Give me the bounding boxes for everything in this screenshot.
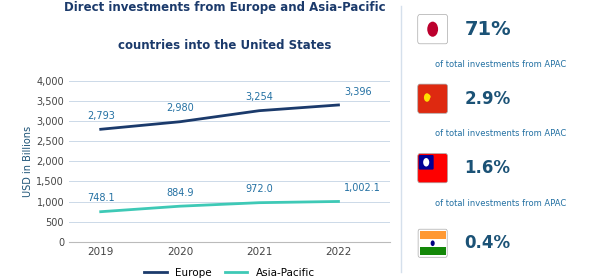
FancyBboxPatch shape xyxy=(418,153,448,183)
FancyBboxPatch shape xyxy=(418,84,448,113)
Circle shape xyxy=(427,95,430,98)
Text: of total investments from APAC: of total investments from APAC xyxy=(435,60,566,69)
Text: Direct investments from Europe and Asia-Pacific: Direct investments from Europe and Asia-… xyxy=(64,1,386,14)
Y-axis label: USD in Billions: USD in Billions xyxy=(23,126,34,197)
Bar xyxy=(420,239,446,247)
Text: 2.9%: 2.9% xyxy=(464,90,511,108)
Text: of total investments from APAC: of total investments from APAC xyxy=(435,129,566,138)
Text: countries into the United States: countries into the United States xyxy=(118,39,332,52)
Text: 0.4%: 0.4% xyxy=(464,234,511,252)
Circle shape xyxy=(427,22,438,37)
Text: 3,396: 3,396 xyxy=(344,87,371,97)
Text: 972.0: 972.0 xyxy=(245,184,273,194)
Circle shape xyxy=(423,158,429,167)
Text: 71%: 71% xyxy=(464,20,511,39)
Text: 1,002.1: 1,002.1 xyxy=(344,183,381,193)
FancyBboxPatch shape xyxy=(420,231,446,239)
Circle shape xyxy=(427,94,429,98)
Text: of total investments from APAC: of total investments from APAC xyxy=(435,199,566,208)
Text: 748.1: 748.1 xyxy=(87,193,115,203)
FancyBboxPatch shape xyxy=(418,15,448,44)
Circle shape xyxy=(431,240,435,246)
Circle shape xyxy=(428,95,431,99)
Text: 884.9: 884.9 xyxy=(166,188,194,198)
Text: 2,793: 2,793 xyxy=(87,111,115,121)
Text: 3,254: 3,254 xyxy=(245,92,273,102)
FancyBboxPatch shape xyxy=(419,155,434,170)
Text: 2,980: 2,980 xyxy=(166,103,194,113)
Circle shape xyxy=(424,93,430,102)
Legend: Europe, Asia-Pacific: Europe, Asia-Pacific xyxy=(140,264,319,278)
Circle shape xyxy=(428,95,430,98)
Bar xyxy=(420,247,446,255)
Text: 1.6%: 1.6% xyxy=(464,159,511,177)
